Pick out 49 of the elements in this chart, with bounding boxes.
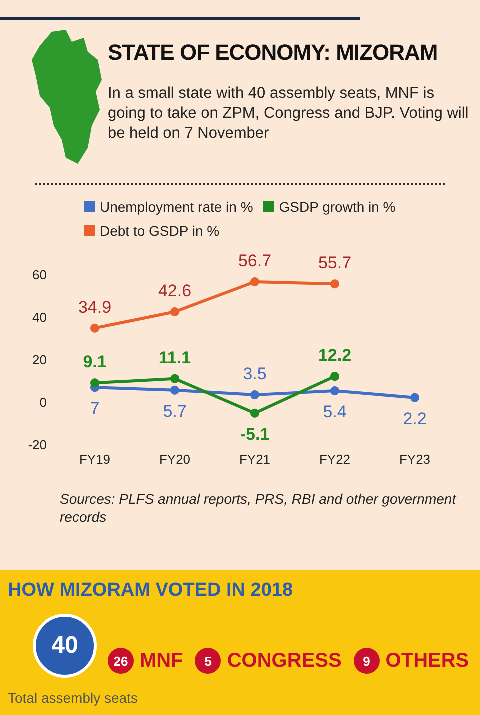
data-label: 7 (90, 399, 100, 418)
data-label: 55.7 (318, 254, 352, 273)
y-tick-label: -20 (28, 438, 47, 452)
y-tick-label: 20 (32, 352, 47, 368)
point (410, 393, 420, 402)
x-tick-label: FY21 (239, 452, 271, 467)
source-note: Sources: PLFS annual reports, PRS, RBI and other government records (60, 490, 458, 526)
x-tick-label: FY23 (399, 452, 431, 467)
point (330, 280, 340, 289)
text: Total assembly seats (8, 690, 138, 706)
data-label: -5.1 (240, 424, 270, 444)
data-label: 9.1 (83, 352, 107, 372)
data-label: 42.6 (158, 281, 192, 300)
y-tick-label: 40 (32, 310, 47, 325)
chart-subtitle: In a small state with 40 assembly seats, MNF is going to take on ZPM, Congress and BJP. Voting will be held on 7 November (108, 84, 470, 144)
point (330, 386, 340, 396)
point (250, 390, 260, 400)
point (330, 372, 340, 382)
point (170, 307, 180, 316)
data-label: 5 (195, 648, 222, 674)
category-label: MNF (140, 650, 184, 672)
data-label: 12.2 (318, 346, 352, 366)
data-label: 9 (354, 648, 380, 674)
data-label: 5.4 (323, 402, 347, 422)
category-label: OTHERS (386, 650, 470, 672)
data-label: 2.2 (403, 409, 427, 428)
y-tick-label: 0 (40, 395, 47, 410)
point (170, 374, 180, 384)
point (170, 386, 180, 395)
x-tick-label: FY22 (319, 452, 351, 467)
x-tick-label: FY19 (79, 452, 111, 467)
data-label: 3.5 (243, 364, 267, 384)
legend-label: GSDP growth in % (279, 199, 396, 215)
text: HOW MIZORAM VOTED IN 2018 (8, 580, 294, 602)
data-label: 11.1 (158, 348, 192, 368)
data-label: 26 (108, 648, 134, 674)
y-tick-label: 60 (32, 268, 47, 282)
category-label: CONGRESS (227, 650, 342, 672)
legend-label: Unemployment rate in % (100, 199, 254, 215)
legend-label: Debt to GSDP in % (100, 223, 220, 239)
chart-title: STATE OF ECONOMY: MIZORAM (108, 40, 438, 66)
data-label: 34.9 (78, 298, 112, 317)
point (250, 408, 260, 418)
data-label: 5.7 (163, 402, 187, 421)
point (90, 378, 100, 388)
point (250, 278, 260, 287)
x-tick-label: FY20 (159, 452, 191, 467)
data-label: 56.7 (238, 252, 272, 271)
point (90, 324, 100, 333)
